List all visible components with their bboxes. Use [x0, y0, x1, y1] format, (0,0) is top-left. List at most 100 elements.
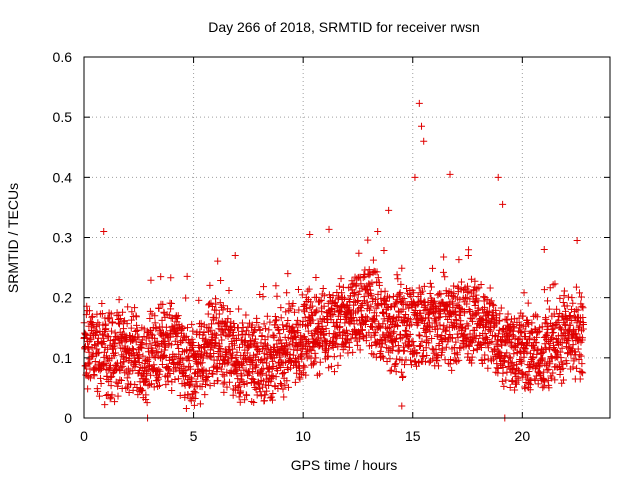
data-point: [87, 336, 95, 344]
data-point: [569, 341, 577, 349]
data-point: [243, 379, 251, 387]
data-point: [252, 335, 260, 343]
data-point: [296, 375, 304, 383]
data-point: [258, 366, 266, 374]
data-point: [114, 382, 122, 390]
data-point: [410, 289, 418, 297]
data-point: [457, 278, 465, 286]
data-point: [559, 299, 567, 307]
data-point: [325, 225, 333, 233]
data-point: [113, 365, 121, 373]
data-point: [447, 355, 455, 363]
data-point: [377, 347, 385, 355]
data-point: [524, 375, 532, 383]
data-point: [506, 327, 514, 335]
data-point: [223, 359, 231, 367]
data-point: [442, 327, 450, 335]
data-point: [269, 389, 277, 397]
data-point: [464, 252, 472, 260]
data-point: [258, 356, 266, 364]
data-point: [556, 324, 564, 332]
data-point: [474, 297, 482, 305]
data-point: [106, 314, 114, 322]
data-point: [510, 323, 518, 331]
data-point: [472, 291, 480, 299]
data-point: [212, 314, 220, 322]
data-point: [413, 349, 421, 357]
data-point: [154, 375, 162, 383]
data-point: [171, 375, 179, 383]
data-point: [105, 378, 113, 386]
data-point: [132, 360, 140, 368]
data-point: [133, 321, 141, 329]
data-point: [157, 348, 165, 356]
data-point: [425, 339, 433, 347]
data-point: [123, 374, 131, 382]
data-point: [472, 332, 480, 340]
data-point: [276, 379, 284, 387]
data-point: [209, 343, 217, 351]
data-point: [437, 290, 445, 298]
data-point: [124, 303, 132, 311]
data-point: [185, 357, 193, 365]
data-point: [506, 383, 514, 391]
data-point: [371, 296, 379, 304]
data-point: [322, 325, 330, 333]
data-point: [174, 375, 182, 383]
data-point: [264, 341, 272, 349]
data-point: [212, 300, 220, 308]
data-point: [155, 370, 163, 378]
data-point: [179, 356, 187, 364]
data-point: [402, 310, 410, 318]
data-point: [290, 308, 298, 316]
data-point: [524, 299, 532, 307]
data-point: [156, 367, 164, 375]
data-point: [268, 372, 276, 380]
data-point: [91, 358, 99, 366]
data-point: [387, 366, 395, 374]
data-point: [320, 302, 328, 310]
data-point: [578, 302, 586, 310]
data-point: [309, 316, 317, 324]
data-point: [367, 303, 375, 311]
data-point: [503, 316, 511, 324]
data-point: [207, 299, 215, 307]
data-point: [233, 348, 241, 356]
data-point: [450, 290, 458, 298]
data-point: [210, 349, 218, 357]
data-point: [506, 354, 514, 362]
data-point: [153, 377, 161, 385]
data-point: [187, 397, 195, 405]
data-point: [539, 384, 547, 392]
data-point: [486, 284, 494, 292]
data-point: [286, 350, 294, 358]
data-point: [134, 354, 142, 362]
data-point: [455, 256, 463, 264]
data-point: [354, 341, 362, 349]
data-point: [384, 324, 392, 332]
data-point: [150, 361, 158, 369]
data-point: [282, 339, 290, 347]
data-point: [391, 338, 399, 346]
data-point: [244, 355, 252, 363]
data-point: [434, 352, 442, 360]
data-point: [223, 368, 231, 376]
data-point: [202, 381, 210, 389]
data-point: [558, 379, 566, 387]
data-point: [204, 310, 212, 318]
data-point: [495, 330, 503, 338]
data-point: [92, 327, 100, 335]
data-point: [556, 294, 564, 302]
data-point: [471, 277, 479, 285]
data-point: [421, 358, 429, 366]
data-point: [540, 368, 548, 376]
data-point: [268, 396, 276, 404]
data-point: [260, 283, 268, 291]
data-point: [564, 293, 572, 301]
data-point: [272, 317, 280, 325]
data-point: [436, 321, 444, 329]
data-point: [414, 319, 422, 327]
data-point: [544, 297, 552, 305]
data-point: [87, 374, 95, 382]
data-point: [215, 310, 223, 318]
